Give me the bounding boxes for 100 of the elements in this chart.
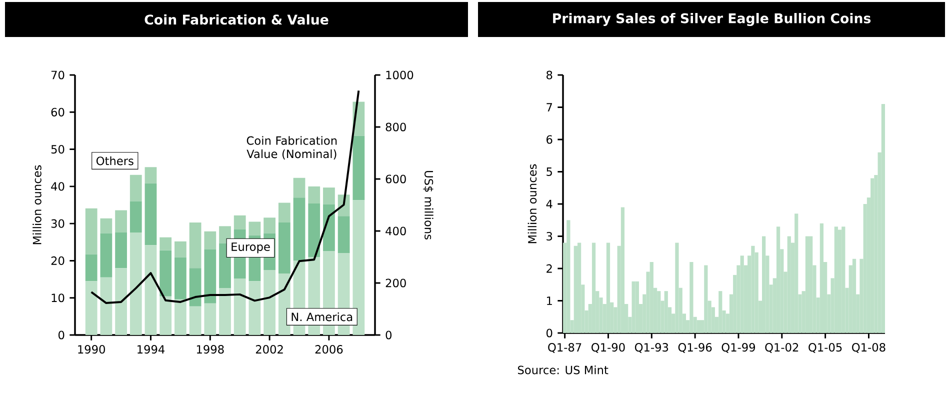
series-label: Others — [96, 156, 134, 166]
bar — [794, 214, 798, 333]
y-tick-label: 5 — [546, 168, 552, 176]
bar — [293, 178, 306, 198]
bar — [352, 136, 365, 200]
bar — [219, 288, 231, 335]
y-tick-label: 0 — [546, 328, 552, 338]
x-tick-label: Q1-90 — [592, 343, 625, 353]
bar — [85, 254, 98, 282]
bar — [834, 226, 838, 333]
y-tick-label: 6 — [546, 135, 552, 144]
bar — [130, 201, 142, 232]
y-tick-label: 1 — [547, 296, 552, 305]
bar — [160, 237, 172, 250]
y2-tick-label: 0 — [386, 330, 392, 340]
bar — [115, 232, 127, 268]
bar — [635, 281, 639, 333]
bar — [100, 218, 112, 234]
y2-axis-title: US$ millions — [423, 171, 434, 240]
x-tick-label: 1990 — [78, 345, 105, 354]
bar — [115, 268, 127, 335]
y-tick-label: 50 — [51, 145, 64, 154]
bar — [204, 303, 216, 335]
bar — [144, 167, 157, 184]
bar — [144, 183, 157, 246]
bar — [566, 220, 570, 333]
bar — [657, 291, 661, 333]
bar — [189, 306, 202, 335]
x-tick-label: Q1-93 — [634, 343, 668, 353]
line-series — [90, 90, 360, 304]
x-tick-label: 2006 — [315, 345, 343, 354]
bar — [852, 258, 856, 333]
x-tick-label: 1994 — [138, 345, 165, 354]
bar — [174, 257, 186, 300]
bar — [160, 250, 172, 296]
bar — [174, 241, 186, 258]
bar — [881, 104, 886, 333]
chart-title: Primary Sales of Silver Eagle Bullion Coins — [553, 12, 871, 26]
series-label: Europe — [232, 242, 270, 254]
bar — [308, 186, 320, 204]
y-tick-label: 70 — [51, 70, 64, 80]
y-tick-label: 0 — [58, 330, 64, 340]
bar — [762, 236, 766, 333]
bar — [189, 268, 202, 306]
bar — [100, 233, 112, 278]
bar — [675, 242, 679, 333]
y-tick-label: 8 — [546, 70, 552, 80]
bar — [842, 226, 846, 333]
y-tick-label: 2 — [546, 264, 552, 273]
bar — [338, 216, 350, 254]
bar — [632, 281, 636, 333]
bar — [85, 208, 98, 254]
bar — [664, 291, 668, 333]
bar — [204, 231, 216, 250]
bar — [160, 296, 172, 335]
y-tick-label: 40 — [51, 182, 64, 191]
x-tick-label: Q1-87 — [548, 343, 582, 353]
bar — [278, 202, 290, 222]
bar — [248, 222, 261, 236]
source-note: Source: US Mint — [518, 366, 608, 374]
series-label: N. America — [292, 312, 352, 322]
y-axis-title: Million ounces — [528, 164, 537, 244]
y2-tick-label: 400 — [386, 226, 406, 236]
bar — [776, 226, 780, 333]
bar — [809, 236, 813, 333]
bar — [718, 291, 722, 333]
y-tick-label: 4 — [546, 200, 552, 208]
bar — [130, 232, 142, 335]
bar — [704, 265, 708, 333]
y2-tick-label: 1000 — [386, 70, 414, 80]
bar — [174, 299, 186, 335]
y2-tick-label: 800 — [386, 122, 406, 132]
bar — [144, 245, 157, 335]
y-tick-label: 60 — [51, 108, 64, 116]
bar — [787, 236, 791, 333]
bar — [352, 200, 365, 335]
bar — [620, 207, 625, 333]
y2-tick-label: 600 — [386, 174, 406, 184]
bar — [577, 242, 582, 333]
bar — [323, 188, 335, 204]
bar — [574, 246, 578, 333]
x-tick-label: Q1-08 — [852, 343, 886, 353]
x-tick-label: 2002 — [256, 345, 283, 354]
bar — [308, 204, 320, 257]
bar — [189, 222, 202, 268]
x-tick-label: Q1-05 — [808, 343, 842, 353]
bar — [204, 249, 216, 304]
bar — [115, 210, 127, 232]
y-tick-label: 10 — [52, 294, 64, 302]
bar — [234, 215, 246, 230]
bar — [264, 270, 276, 335]
y-tick-label: 7 — [546, 103, 552, 112]
bar — [650, 262, 654, 333]
x-tick-label: Q1-02 — [765, 343, 798, 353]
y-axis-title: Million ounces — [32, 165, 42, 244]
chart-title: Coin Fabrication & Value — [144, 14, 328, 25]
bar — [323, 204, 335, 252]
bar — [248, 281, 261, 335]
series-label: Coin Fabrication Value (Nominal) — [246, 136, 337, 160]
y-tick-label: 30 — [51, 219, 64, 228]
